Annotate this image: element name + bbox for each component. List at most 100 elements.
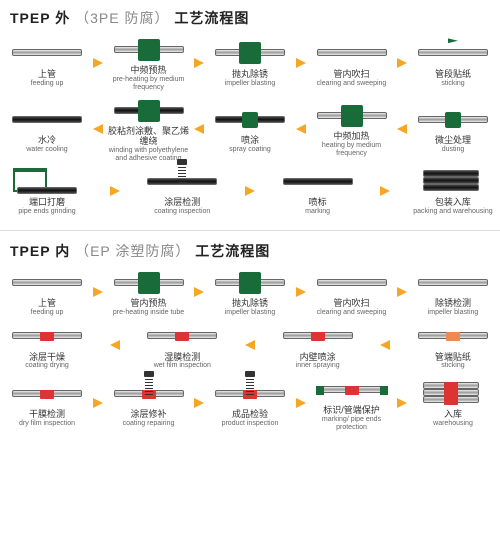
arrow-left-icon xyxy=(92,124,104,134)
step-label-cn: 包装入库 xyxy=(435,198,471,208)
step-label-en: packing and warehousing xyxy=(413,208,492,216)
step-icon xyxy=(415,104,491,134)
process-step: 中频预热pre-heating by medium frequency xyxy=(108,34,190,91)
process-step: 涂层修补coating repairing xyxy=(108,378,190,428)
step-icon xyxy=(144,166,220,196)
process-row: 上管feeding up 中频预热pre-heating by medium fr… xyxy=(6,34,494,91)
step-icon xyxy=(314,267,390,297)
process-step: 管内吹扫clearing and sweeping xyxy=(311,38,393,88)
process-step: 涂层检测coating inspection xyxy=(141,166,223,216)
step-label-en: water cooling xyxy=(26,146,67,154)
process-step: 上管feeding up xyxy=(6,267,88,317)
process-step: 管段贴纸sticking xyxy=(412,38,494,88)
step-label-cn: 水冷 xyxy=(38,136,56,146)
step-icon xyxy=(314,38,390,68)
step-label-cn: 涂层修补 xyxy=(130,410,166,420)
arrow-right-icon xyxy=(244,186,256,196)
process-row: 上管feeding up 管内预热pre-heating inside tube 抛… xyxy=(6,267,494,317)
process-step: 涂层干燥coating drying xyxy=(6,321,88,371)
step-label-cn: 端口打磨 xyxy=(29,198,65,208)
arrow-left-icon xyxy=(295,124,307,134)
step-icon xyxy=(111,378,187,408)
step-label-cn: 管内预热 xyxy=(130,299,166,309)
step-icon xyxy=(415,267,491,297)
process-step: 抛丸除锈impeller blasting xyxy=(209,38,291,88)
process-step: 管内吹扫clearing and sweeping xyxy=(311,267,393,317)
step-label-en: clearing and sweeping xyxy=(317,80,387,88)
step-icon xyxy=(415,321,491,351)
step-label-en: coating drying xyxy=(25,362,69,370)
step-icon xyxy=(144,321,220,351)
step-label-cn: 涂层检测 xyxy=(164,198,200,208)
step-label-en: impeller blasting xyxy=(428,309,479,317)
step-label-cn: 入库 xyxy=(444,410,462,420)
step-icon xyxy=(111,34,187,64)
step-label-en: pipe ends grinding xyxy=(18,208,75,216)
step-label-en: product inspection xyxy=(222,420,279,428)
step-icon xyxy=(9,38,85,68)
step-label-cn: 微尘处理 xyxy=(435,136,471,146)
step-icon xyxy=(111,267,187,297)
process-step: 上管feeding up xyxy=(6,38,88,88)
arrow-right-icon xyxy=(193,398,205,408)
arrow-right-icon xyxy=(193,287,205,297)
process-step: 湿膜检测wet film inspection xyxy=(141,321,223,371)
step-label-en: clearing and sweeping xyxy=(317,309,387,317)
step-label-cn: 喷标 xyxy=(309,198,327,208)
process-step: 成品检验product inspection xyxy=(209,378,291,428)
step-icon xyxy=(9,378,85,408)
arrow-right-icon xyxy=(396,287,408,297)
step-label-en: inner spraying xyxy=(296,362,340,370)
step-label-cn: 管段贴纸 xyxy=(435,70,471,80)
step-label-en: pre-heating by medium frequency xyxy=(108,76,190,91)
process-row: 涂层干燥coating drying 湿膜检测wet film inspectio… xyxy=(6,321,494,371)
arrow-right-icon xyxy=(193,58,205,68)
step-icon xyxy=(212,104,288,134)
step-label-en: wet film inspection xyxy=(154,362,211,370)
arrow-left-icon xyxy=(396,124,408,134)
step-icon xyxy=(9,267,85,297)
arrow-right-icon xyxy=(109,186,121,196)
step-label-en: pre-heating inside tube xyxy=(113,309,184,317)
step-label-en: dusting xyxy=(442,146,465,154)
process-step: 胶粘剂涂敷、聚乙烯缠绕winding with polyethylene and… xyxy=(108,95,190,162)
step-label-cn: 涂层干燥 xyxy=(29,353,65,363)
arrow-left-icon xyxy=(109,340,121,350)
step-label-en: impeller blasting xyxy=(225,80,276,88)
process-step: 抛丸除锈impeller blasting xyxy=(209,267,291,317)
step-icon xyxy=(9,321,85,351)
step-label-en: spray coating xyxy=(229,146,271,154)
process-step: 微尘处理dusting xyxy=(412,104,494,154)
step-label-cn: 抛丸除锈 xyxy=(232,70,268,80)
step-icon xyxy=(415,166,491,196)
step-label-en: impeller blasting xyxy=(225,309,276,317)
process-step: 中频加热heating by medium frequency xyxy=(311,100,393,157)
step-icon xyxy=(212,38,288,68)
process-row: 端口打磨pipe ends grinding 涂层检测coating inspec… xyxy=(6,166,494,216)
step-label-en: coating inspection xyxy=(154,208,210,216)
arrow-right-icon xyxy=(396,398,408,408)
arrow-left-icon xyxy=(244,340,256,350)
process-step: 包装入库packing and warehousing xyxy=(412,166,494,216)
arrow-right-icon xyxy=(396,58,408,68)
process-step: 端口打磨pipe ends grinding xyxy=(6,166,88,216)
arrow-right-icon xyxy=(92,58,104,68)
step-label-en: feeding up xyxy=(31,309,64,317)
step-label-en: sticking xyxy=(441,362,464,370)
step-icon xyxy=(280,166,356,196)
step-label-cn: 抛丸除锈 xyxy=(232,299,268,309)
step-icon xyxy=(415,378,491,408)
process-step: 标识/管端保护marking/ pipe ends protection xyxy=(311,374,393,431)
arrow-left-icon xyxy=(193,124,205,134)
process-step: 内壁喷涂inner spraying xyxy=(277,321,359,371)
arrow-right-icon xyxy=(92,287,104,297)
process-step: 水冷water cooling xyxy=(6,104,88,154)
step-label-en: sticking xyxy=(441,80,464,88)
step-label-cn: 除锈检测 xyxy=(435,299,471,309)
arrow-right-icon xyxy=(295,58,307,68)
step-label-en: warehousing xyxy=(433,420,473,428)
step-icon xyxy=(212,267,288,297)
process-step: 喷标marking xyxy=(277,166,359,216)
divider xyxy=(0,230,500,231)
section-title: TPEP 内 （EP 涂塑防腐） 工艺流程图 xyxy=(10,241,494,261)
